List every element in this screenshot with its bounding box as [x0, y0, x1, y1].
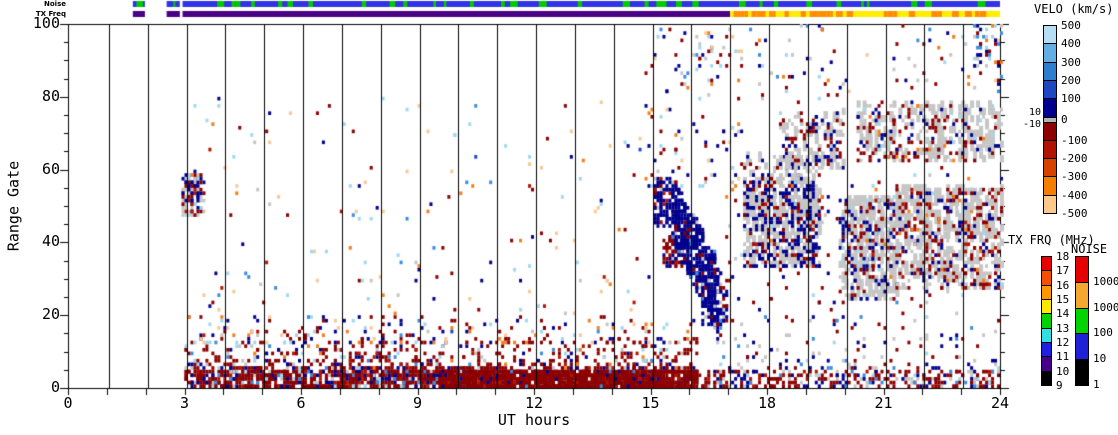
x-tick-label: 24: [990, 394, 1010, 412]
txfreq-strip-label: TX Freq: [35, 10, 66, 18]
velo-colorbar-segment: [1043, 80, 1057, 99]
y-tick-label: 40: [41, 232, 60, 251]
velo-colorbar-segment: [1043, 43, 1057, 63]
noise-colorbar-segment: [1075, 359, 1089, 386]
txfrq-colorbar-segment: [1041, 270, 1052, 286]
velo-colorbar-title: VELO (km/s): [1034, 2, 1114, 16]
x-tick-label: 21: [874, 394, 893, 412]
velo-colorbar-tick-label: -500: [1061, 207, 1088, 220]
txfrq-colorbar-tick-label: 15: [1056, 293, 1070, 306]
x-tick-label: 0: [63, 394, 73, 412]
txfrq-colorbar-title: TX FRQ (MHz): [1008, 233, 1095, 247]
txfrq-colorbar: [1041, 256, 1052, 386]
velo-colorbar-segment: [1043, 140, 1057, 159]
velo-colorbar-segment: [1043, 25, 1057, 44]
noise-colorbar-segment: [1075, 256, 1089, 283]
txfrq-colorbar-segment: [1041, 256, 1052, 271]
noise-colorbar-tick-label: 1: [1093, 378, 1100, 391]
velo-colorbar-segment: [1043, 98, 1057, 118]
y-tick-label: 20: [41, 305, 60, 324]
velo-colorbar-tick-label: -200: [1061, 152, 1088, 165]
velo-colorbar-tick-label: 200: [1061, 74, 1081, 87]
txfrq-colorbar-segment: [1041, 356, 1052, 372]
txfrq-colorbar-tick-label: 9: [1056, 379, 1063, 392]
noise-colorbar-segment: [1075, 333, 1089, 360]
noise-colorbar-tick-label: 1000: [1093, 301, 1118, 314]
velo-colorbar-tick-label: -100: [1061, 134, 1088, 147]
velo-colorbar-tick-label: -300: [1061, 170, 1088, 183]
velo-colorbar-tick-label: 100: [1061, 92, 1081, 105]
txfrq-colorbar-tick-label: 18: [1056, 250, 1070, 263]
txfrq-colorbar-tick-label: 13: [1056, 322, 1070, 335]
txfrq-colorbar-segment: [1041, 285, 1052, 300]
txfrq-colorbar-tick-label: 16: [1056, 279, 1070, 292]
velo-colorbar-tick-label: 400: [1061, 37, 1081, 50]
velo-colorbar-tick-label: -400: [1061, 189, 1088, 202]
txfrq-colorbar-tick-label: 14: [1056, 307, 1070, 320]
noise-colorbar-segment: [1075, 282, 1089, 309]
x-axis-title: UT hours: [497, 411, 571, 429]
velo-colorbar-tick-label: 500: [1061, 19, 1081, 32]
noise-colorbar-tick-label: 10000: [1093, 275, 1118, 288]
noise-colorbar-tick-label: 100: [1093, 326, 1113, 339]
velo-colorbar-tick-label: 0: [1061, 113, 1068, 126]
x-tick-label: 9: [412, 394, 423, 412]
velo-colorbar-tick-label: 300: [1061, 56, 1081, 69]
velo-colorbar-segment: [1043, 158, 1057, 177]
y-tick-label: 60: [41, 159, 60, 178]
noise-colorbar-title: NOISE: [1071, 242, 1108, 256]
velo-threshold-label: -10: [1022, 119, 1041, 130]
velo-colorbar-segment: [1043, 176, 1057, 196]
noise-colorbar-segment: [1075, 308, 1089, 334]
x-tick-label: 3: [179, 394, 190, 412]
velo-colorbar-segment: [1043, 62, 1057, 81]
x-tick-label: 6: [296, 394, 306, 412]
velo-threshold-label: 10: [1028, 107, 1041, 118]
txfrq-colorbar-segment: [1041, 342, 1052, 357]
txfrq-colorbar-tick-label: 12: [1056, 336, 1070, 349]
y-tick-label: 0: [50, 378, 60, 396]
y-tick-label: 80: [41, 86, 60, 105]
x-tick-label: 18: [757, 394, 777, 412]
txfrq-colorbar-segment: [1041, 299, 1052, 314]
txfrq-colorbar-segment: [1041, 371, 1052, 386]
x-tick-label: 15: [641, 394, 660, 412]
txfrq-colorbar-segment: [1041, 328, 1052, 343]
txfrq-colorbar-tick-label: 10: [1056, 365, 1070, 378]
txfrq-colorbar-tick-label: 11: [1056, 350, 1070, 363]
txfrq-colorbar-tick-label: 17: [1056, 264, 1070, 277]
velo-colorbar: [1043, 25, 1057, 214]
noise-colorbar-tick-label: 10: [1093, 352, 1107, 365]
x-tick-label: 12: [524, 394, 544, 412]
velo-colorbar-segment: [1043, 122, 1057, 141]
noise-colorbar: [1075, 256, 1089, 386]
y-tick-label: 100: [32, 14, 60, 32]
noise-strip-label: Noise: [44, 0, 66, 8]
velo-colorbar-segment: [1043, 195, 1057, 214]
txfrq-colorbar-segment: [1041, 313, 1052, 329]
